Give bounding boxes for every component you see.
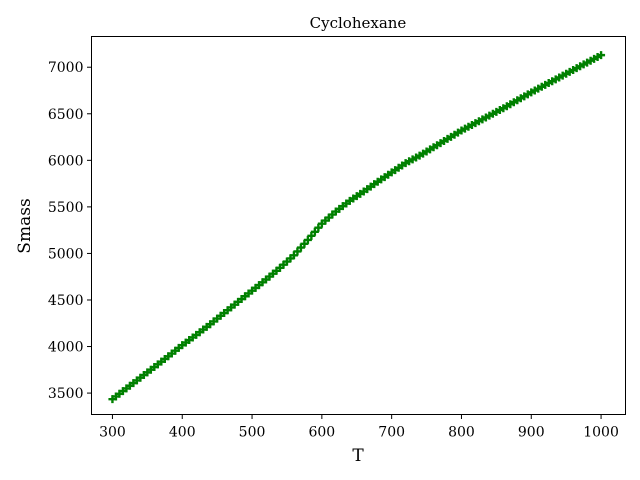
y-tick-label: 7000 [48,60,84,76]
y-tick-label: 6000 [48,153,84,169]
y-tick-label: 5000 [48,246,84,262]
x-axis: 300 400 500 600 700 800 900 1000 [99,414,619,441]
x-tick-label: 700 [378,425,405,441]
data-point [307,231,316,240]
x-tick-label: 800 [448,425,475,441]
x-tick-label: 400 [169,425,196,441]
data-point [314,223,323,232]
y-tick-label: 4500 [48,293,84,309]
x-tick-label: 1000 [583,425,619,441]
data-series [108,51,606,404]
y-axis-label: Smass [15,198,35,253]
x-tick-label: 600 [308,425,335,441]
x-tick-label: 300 [99,425,126,441]
y-tick-label: 5500 [48,200,84,216]
y-axis: 3500 4000 4500 5000 5500 6000 6500 7000 [48,60,92,402]
y-tick-label: 3500 [48,386,84,402]
x-tick-label: 500 [239,425,266,441]
plot-frame [91,36,626,415]
data-point [597,51,606,60]
data-point [303,235,312,244]
x-axis-label: T [352,446,364,466]
y-tick-label: 6500 [48,107,84,123]
data-point [310,227,319,236]
chart-title: Cyclohexane [310,14,407,32]
y-tick-label: 4000 [48,340,84,356]
x-tick-label: 900 [518,425,545,441]
